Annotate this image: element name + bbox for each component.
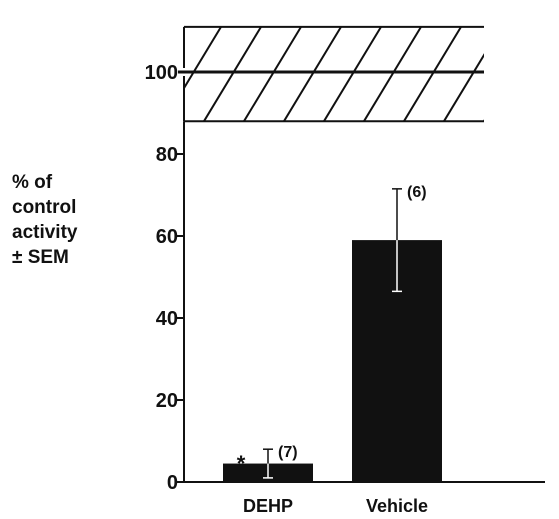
sample-size-label: (7) bbox=[278, 444, 298, 461]
y-axis-label-line: ± SEM bbox=[12, 247, 69, 268]
y-tick-label: 20 bbox=[156, 390, 178, 412]
y-axis-label: % of control activity ± SEM bbox=[12, 170, 122, 270]
hatch-line bbox=[483, 119, 484, 122]
hatch-line bbox=[443, 53, 484, 122]
hatch-line bbox=[403, 26, 462, 122]
x-tick-label: Vehicle bbox=[366, 496, 428, 516]
control-band-hatch bbox=[184, 26, 559, 122]
y-tick-label: 60 bbox=[156, 226, 178, 248]
significance-marker: * bbox=[237, 451, 246, 476]
hatch-line bbox=[184, 26, 222, 91]
hatch-line bbox=[203, 26, 262, 122]
hatch-line bbox=[524, 27, 559, 121]
y-tick-label: 80 bbox=[156, 144, 178, 166]
hatch-line bbox=[283, 26, 342, 122]
y-tick-label: 40 bbox=[156, 308, 178, 330]
y-axis-label-line: activity bbox=[12, 222, 78, 243]
hatch-line bbox=[243, 26, 302, 122]
sample-size-label: (6) bbox=[407, 184, 427, 201]
y-axis-label-line: control bbox=[12, 197, 77, 218]
y-tick-label: 0 bbox=[167, 472, 178, 494]
hatch-line bbox=[323, 26, 382, 122]
x-tick-label: DEHP bbox=[243, 496, 293, 516]
y-axis-label-line: % of bbox=[12, 172, 53, 193]
hatch-line bbox=[363, 26, 422, 122]
y-tick-label: 100 bbox=[145, 62, 178, 84]
